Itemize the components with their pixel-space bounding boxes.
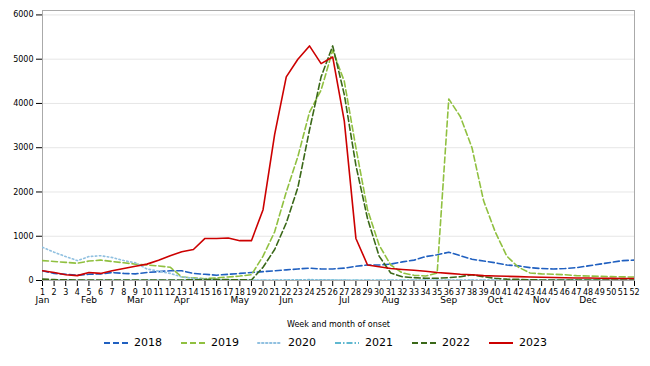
html-text:30 31 32: 30 31 32 (374, 288, 408, 298)
svg-text:Jul: Jul (338, 295, 350, 305)
svg-text:Sep: Sep (440, 295, 457, 305)
html-text:35 36 37: 35 36 37 (432, 288, 466, 298)
svg-text:2: 2 (52, 288, 57, 297)
html-text:2022: 2022 (442, 336, 470, 349)
html-text:17 18 19: 17 18 19 (223, 288, 257, 298)
svg-text:42: 42 (513, 288, 523, 297)
svg-text:50: 50 (606, 288, 616, 297)
svg-text:1000: 1000 (13, 232, 33, 241)
svg-text:29: 29 (362, 288, 372, 297)
html-text:2021: 2021 (365, 336, 393, 349)
html-text:2018: 2018 (134, 336, 162, 349)
html-text:43 44 45: 43 44 45 (524, 288, 559, 298)
svg-text:11: 11 (153, 288, 163, 297)
svg-text:23: 23 (293, 288, 303, 297)
svg-text:0: 0 (28, 276, 33, 285)
svg-text:Aug: Aug (382, 295, 400, 305)
svg-text:21: 21 (270, 288, 280, 297)
svg-text:26: 26 (328, 288, 338, 297)
svg-text:25: 25 (316, 288, 326, 297)
svg-text:14: 14 (188, 288, 198, 297)
svg-text:Dec: Dec (579, 295, 596, 305)
svg-text:38: 38 (467, 288, 477, 297)
html-text:39 40: 39 40 (478, 288, 501, 298)
html-text:9 10: 9 10 (132, 288, 153, 298)
svg-text:6000: 6000 (13, 10, 33, 19)
svg-text:46: 46 (560, 288, 570, 297)
svg-text:2000: 2000 (13, 188, 33, 197)
svg-text:Apr: Apr (174, 295, 190, 305)
svg-text:16: 16 (212, 288, 222, 297)
svg-text:15: 15 (200, 288, 210, 297)
svg-text:52: 52 (629, 288, 639, 297)
html-text:47 48 49: 47 48 49 (571, 288, 605, 298)
svg-text:Week and month of onset: Week and month of onset (287, 320, 390, 329)
svg-text:Mar: Mar (127, 295, 144, 305)
svg-text:Jun: Jun (278, 295, 293, 305)
svg-text:Jan: Jan (35, 295, 50, 305)
html-text:2020: 2020 (288, 336, 316, 349)
svg-text:27: 27 (339, 288, 350, 298)
svg-text:4000: 4000 (13, 99, 33, 108)
svg-text:3000: 3000 (13, 143, 33, 152)
svg-text:8: 8 (121, 288, 126, 297)
svg-text:51: 51 (618, 288, 628, 297)
html-text:12 13: 12 13 (165, 288, 187, 298)
svg-text:28: 28 (351, 288, 361, 297)
svg-text:5: 5 (86, 288, 92, 298)
svg-text:34: 34 (420, 288, 430, 297)
svg-text:22: 22 (281, 288, 292, 298)
svg-text:Oct: Oct (487, 295, 503, 305)
svg-text:May: May (231, 295, 250, 305)
svg-text:4: 4 (75, 288, 80, 297)
svg-text:6: 6 (98, 288, 103, 297)
svg-text:7: 7 (110, 288, 115, 297)
html-text:2019: 2019 (211, 336, 239, 349)
svg-text:Feb: Feb (81, 295, 97, 305)
svg-text:5000: 5000 (13, 55, 33, 64)
svg-text:3: 3 (63, 288, 68, 297)
svg-text:Nov: Nov (533, 295, 551, 305)
svg-text:41: 41 (502, 288, 512, 297)
svg-text:33: 33 (409, 288, 419, 297)
svg-text:24: 24 (304, 288, 314, 297)
svg-text:1: 1 (40, 288, 45, 298)
html-text:2023: 2023 (519, 336, 547, 349)
svg-text:20: 20 (258, 288, 268, 297)
